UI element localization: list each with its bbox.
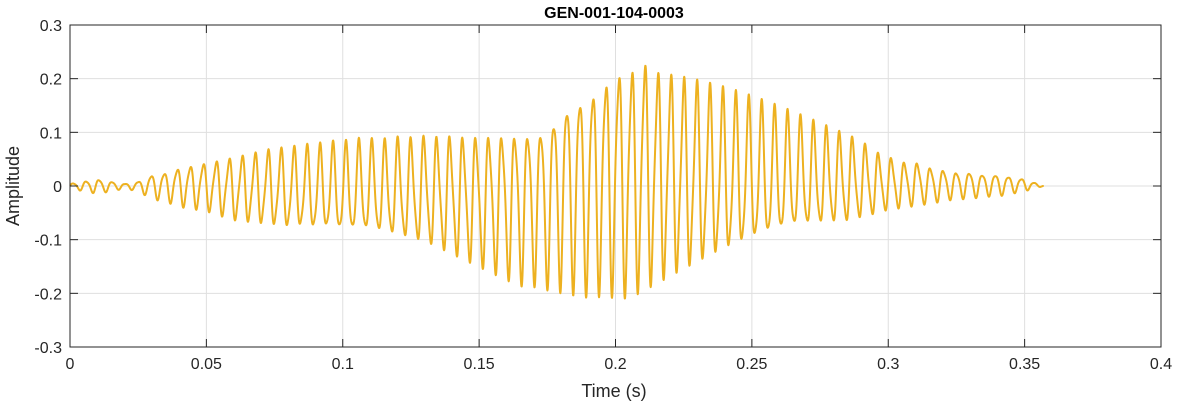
waveform-line [69, 64, 1045, 300]
chart-title: GEN-001-104-0003 [544, 5, 684, 22]
x-tick-label: 0.1 [332, 356, 354, 373]
x-tick-label: 0.4 [1150, 356, 1172, 373]
y-tick-label: 0.1 [40, 125, 62, 142]
x-tick-label: 0.3 [877, 356, 899, 373]
y-tick-label: 0.2 [40, 72, 62, 89]
x-tick-label: 0 [66, 356, 75, 373]
x-tick-label: 0.35 [1009, 356, 1040, 373]
x-tick-label: 0.25 [736, 356, 767, 373]
x-tick-labels: 0 0.05 0.1 0.15 0.2 0.25 0.3 0.35 0.4 [66, 356, 1173, 373]
y-tick-labels: 0.3 0.2 0.1 0 -0.1 -0.2 -0.3 [34, 18, 62, 357]
y-tick-label: 0.3 [40, 18, 62, 35]
plot-area [69, 24, 1162, 348]
x-tick-label: 0.05 [191, 356, 222, 373]
y-tick-label: -0.1 [34, 233, 62, 250]
y-tick-label: -0.2 [34, 286, 62, 303]
y-tick-label: 0 [53, 179, 62, 196]
axis-ticks [69, 24, 1162, 348]
x-tick-label: 0.2 [604, 356, 626, 373]
y-axis-label: Amplitude [3, 146, 23, 226]
x-axis-label: Time (s) [581, 381, 646, 401]
x-tick-label: 0.15 [464, 356, 495, 373]
y-tick-label: -0.3 [34, 340, 62, 357]
